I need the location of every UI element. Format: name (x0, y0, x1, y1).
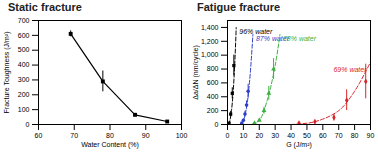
svg-text:200: 200 (18, 91, 30, 98)
svg-text:1,400: 1,400 (201, 24, 219, 31)
svg-text:70: 70 (335, 132, 343, 139)
svg-text:30: 30 (271, 132, 279, 139)
svg-text:100: 100 (176, 132, 188, 139)
svg-text:1,000: 1,000 (201, 51, 219, 58)
svg-text:0: 0 (226, 132, 230, 139)
svg-text:400: 400 (207, 93, 219, 100)
svg-text:78% water: 78% water (283, 35, 317, 42)
svg-text:60: 60 (319, 132, 327, 139)
svg-text:96% water: 96% water (239, 27, 273, 35)
svg-text:Water Content (%): Water Content (%) (81, 141, 139, 149)
svg-text:800: 800 (207, 65, 219, 72)
svg-text:400: 400 (18, 61, 30, 68)
html-text:Static fracture: Static fracture (8, 1, 82, 13)
svg-text:60: 60 (35, 132, 43, 139)
svg-text:80: 80 (106, 132, 114, 139)
svg-text:G (J/m²): G (J/m²) (286, 141, 312, 149)
svg-text:20: 20 (255, 132, 263, 139)
svg-text:87% water: 87% water (255, 34, 289, 42)
svg-text:90: 90 (367, 132, 375, 139)
svg-text:0: 0 (26, 121, 30, 128)
html-text:Fatigue fracture: Fatigue fracture (197, 1, 281, 13)
svg-text:Δa/ΔN (nm/cycle): Δa/ΔN (nm/cycle) (192, 45, 200, 99)
svg-text:0: 0 (215, 121, 219, 128)
svg-text:700: 700 (18, 17, 30, 24)
svg-text:600: 600 (207, 79, 219, 86)
svg-text:69% water: 69% water (333, 66, 367, 73)
svg-text:200: 200 (207, 107, 219, 114)
svg-text:600: 600 (18, 32, 30, 39)
svg-text:70: 70 (70, 132, 78, 139)
svg-text:50: 50 (303, 132, 311, 139)
svg-text:40: 40 (287, 132, 295, 139)
svg-text:500: 500 (18, 46, 30, 53)
svg-text:10: 10 (239, 132, 247, 139)
svg-text:80: 80 (351, 132, 359, 139)
svg-text:90: 90 (142, 132, 150, 139)
svg-text:100: 100 (18, 106, 30, 113)
svg-text:1,200: 1,200 (201, 38, 219, 45)
svg-text:300: 300 (18, 76, 30, 83)
svg-text:Fracture Toughness (J/m²): Fracture Toughness (J/m²) (3, 32, 11, 114)
